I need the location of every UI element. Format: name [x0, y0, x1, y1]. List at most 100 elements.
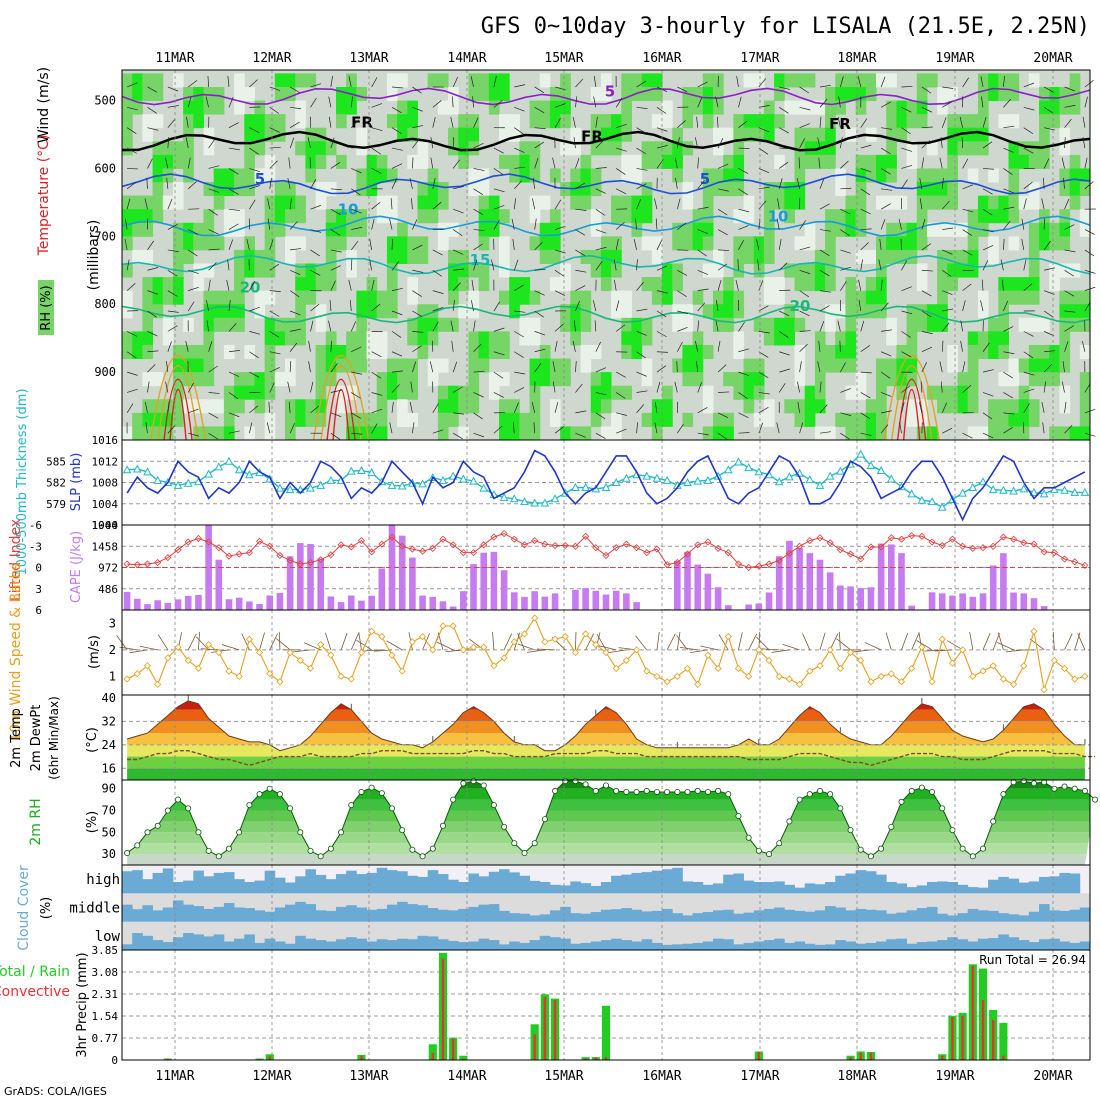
precip-conv-bar-4: [166, 1058, 170, 1060]
cloud-high-bar-87: [1008, 878, 1020, 894]
rh-point-26: [389, 805, 396, 812]
rh-cell: [855, 372, 867, 387]
wind-barb: [858, 300, 862, 312]
wind-barb: [881, 188, 893, 191]
rh-cell: [876, 304, 887, 319]
wind-barb: [412, 422, 415, 434]
rh-cell: [998, 399, 1009, 414]
rh-cell: [499, 344, 510, 360]
rh-cell: [865, 168, 877, 183]
wind-barb: [595, 116, 598, 128]
rh-cell: [814, 358, 826, 373]
wind-barb: [1062, 361, 1065, 373]
rh-cell: [1059, 182, 1071, 197]
rh-cell: [774, 290, 785, 305]
cape-bar-61: [745, 604, 752, 610]
thickness-point-64: [774, 477, 784, 486]
cloud-middle-bar-18: [305, 904, 316, 922]
rh-cell: [254, 290, 266, 305]
wind-barb: [1043, 158, 1050, 169]
bottom-date-label-3: 14MAR: [447, 1069, 486, 1084]
rh-cell: [152, 304, 164, 319]
wind-barb: [779, 161, 789, 169]
wind10-barb-63: [756, 636, 770, 651]
rh-cell: [926, 141, 938, 156]
rh-cell: [295, 317, 306, 332]
wind-barb: [269, 367, 280, 373]
cloud-row-label-1: middle: [69, 901, 120, 917]
wind-barb: [901, 179, 908, 189]
cloud-low-bar-86: [998, 934, 1009, 950]
rh-cell: [1049, 344, 1060, 360]
rh-cell: [346, 331, 357, 346]
cloud-middle-bar-72: [855, 908, 867, 922]
wind-barb: [738, 208, 750, 213]
cloud-middle-bar-92: [1059, 910, 1071, 922]
rh-cell: [285, 372, 296, 387]
wind10-point-1: [133, 670, 141, 678]
cloud-high-bar-88: [1018, 882, 1030, 894]
dewpt-axis-label: 2m DewPt: [29, 705, 44, 772]
rh-cell: [213, 317, 225, 332]
rh-cell: [825, 100, 836, 115]
li-point-12: [245, 549, 253, 557]
wind-barb: [1084, 79, 1094, 88]
rh-band-1: [127, 843, 1090, 855]
rh-cell: [1028, 249, 1040, 264]
cloud-low-bar-58: [712, 938, 724, 950]
rh-cell: [651, 290, 663, 305]
wind-barb: [167, 249, 179, 253]
wind10-barb-86: [997, 632, 1004, 650]
cloud-low-bar-31: [437, 939, 449, 950]
wind-barb: [942, 101, 952, 108]
li-point-88: [1020, 539, 1028, 547]
wind-barb: [1003, 98, 1011, 108]
precip-conv-bar-86: [1002, 1055, 1005, 1060]
li-point-87: [1010, 535, 1018, 543]
li-point-14: [266, 542, 274, 550]
rh-cell: [692, 100, 704, 115]
cloud-middle-bar-2: [142, 905, 153, 922]
wind10-point-10: [225, 667, 233, 675]
wind-barb: [452, 386, 463, 393]
rh-cell: [692, 344, 704, 360]
rh-point-53: [664, 788, 671, 795]
wind-barb: [735, 279, 739, 291]
wind-barb: [1003, 238, 1005, 250]
rh-cell: [315, 127, 327, 142]
li-point-22: [347, 543, 355, 551]
cloud-middle-bar-48: [611, 909, 622, 922]
cloud-high-bar-29: [417, 876, 429, 894]
cloud-high-bar-40: [529, 880, 541, 894]
thickness-point-57: [703, 475, 713, 484]
rh-cell: [529, 412, 541, 427]
rh-cell: [855, 168, 867, 183]
wind-barb: [290, 106, 302, 110]
wind-barb: [718, 188, 729, 192]
rh-cell: [264, 236, 276, 251]
rh-cell: [692, 209, 704, 224]
wind-barb: [899, 422, 902, 434]
precip-tick-0: 3.85: [92, 944, 119, 957]
wind-barb: [697, 432, 709, 436]
wind-barb: [249, 147, 259, 155]
precip-tick-2: 2.31: [92, 988, 119, 1001]
wind10-barb-12: [241, 633, 250, 651]
warm-contour-1: [320, 365, 362, 441]
cape-bar-75: [887, 544, 895, 610]
rh-cell: [529, 154, 541, 169]
wind-barb: [473, 208, 484, 215]
rh-cell: [549, 249, 561, 264]
rh-cell: [193, 100, 205, 115]
wind10-barb-3: [139, 645, 158, 651]
wind10-point-18: [306, 664, 315, 673]
wind-barb: [575, 182, 585, 190]
rh-cell: [723, 412, 734, 427]
rh-cell: [774, 114, 785, 129]
cloud-high-bar-62: [753, 882, 765, 894]
rh-cell: [886, 127, 897, 142]
wind-barb: [534, 348, 546, 353]
wind-barb: [514, 331, 524, 338]
wind-barb: [636, 331, 647, 336]
cape-bar-54: [674, 561, 681, 610]
